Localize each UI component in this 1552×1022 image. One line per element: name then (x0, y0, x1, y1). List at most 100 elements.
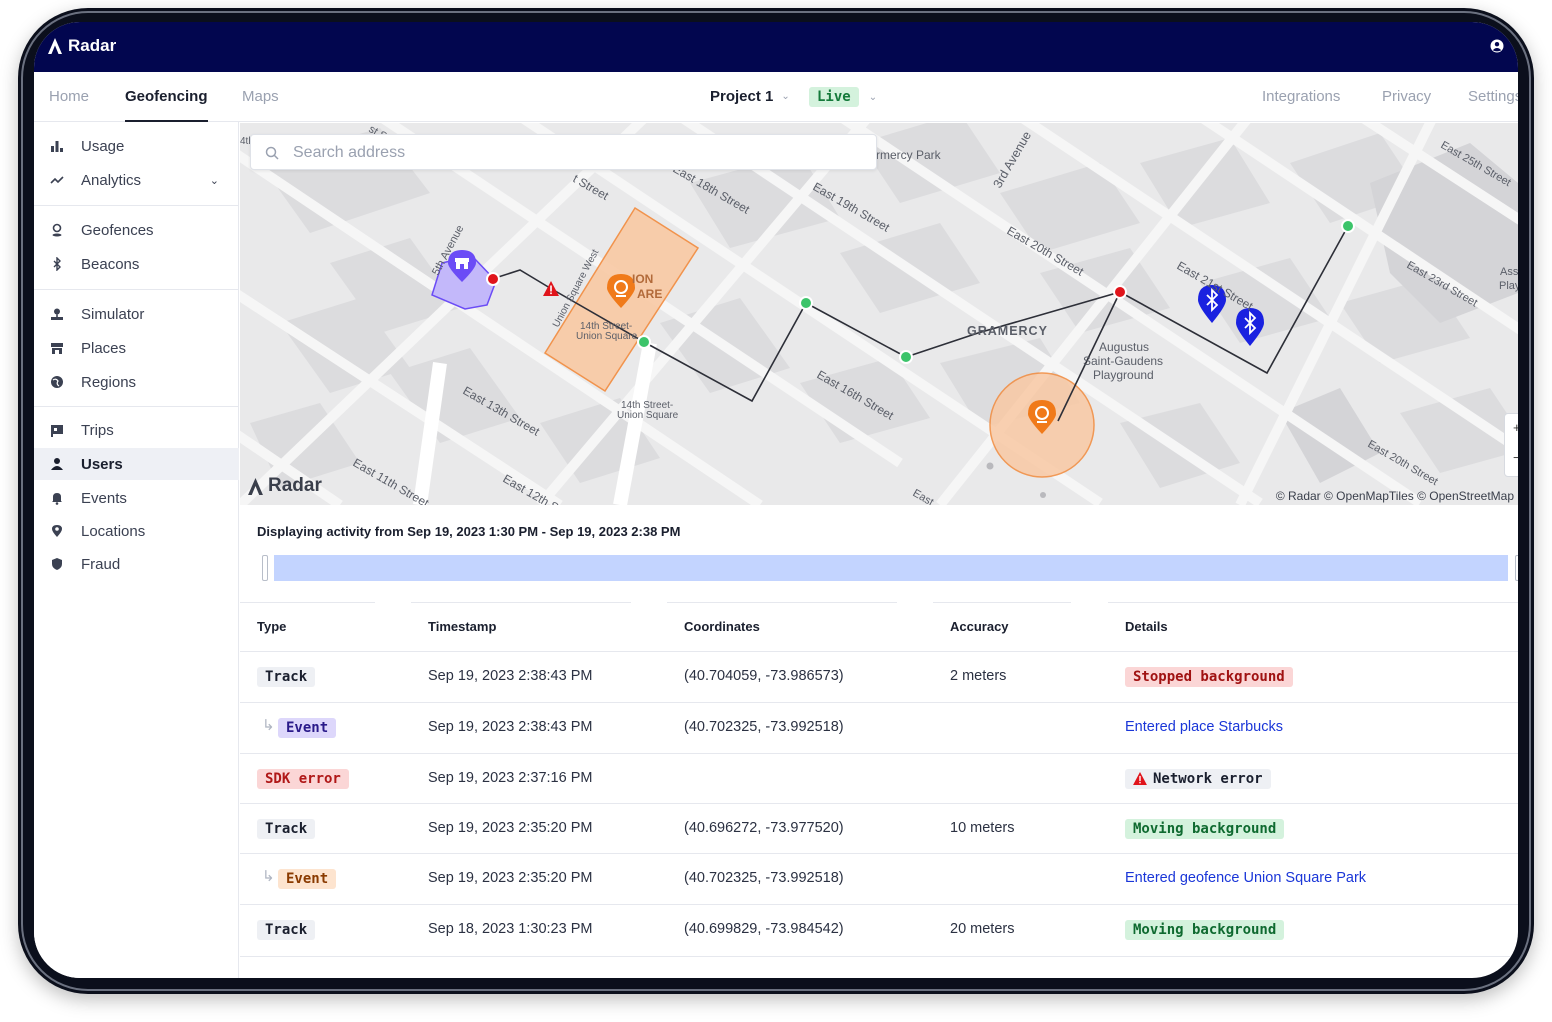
sidebar-item-locations[interactable]: Locations (34, 515, 239, 547)
map-view[interactable]: GRAMERCY Augustus Saint-Gaudens Playgrou… (240, 123, 1518, 505)
status-badge: Moving background (1125, 819, 1285, 839)
map-attribution[interactable]: © Radar © OpenMapTiles © OpenStreetMap (1275, 489, 1514, 503)
table-row[interactable]: SDK error Sep 19, 2023 2:37:16 PM Networ… (240, 753, 1518, 803)
sub-event-arrow-icon: ↳ (262, 717, 275, 734)
sidebar-item-usage[interactable]: Usage (34, 130, 239, 162)
details-link[interactable]: Entered geofence Union Square Park (1125, 870, 1367, 886)
brand-logo[interactable]: Radar (48, 36, 116, 56)
column-header-accuracy[interactable]: Accuracy (950, 619, 1009, 634)
sidebar-item-simulator[interactable]: Simulator (34, 298, 239, 330)
timestamp-cell: Sep 18, 2023 1:30:23 PM (428, 921, 593, 937)
sidebar-item-events[interactable]: Events (34, 482, 239, 514)
globe-icon (51, 376, 63, 388)
sidebar-item-label: Locations (81, 522, 146, 540)
svg-text:Playground: Playground (1093, 368, 1154, 382)
sidebar-item-label: Users (81, 455, 123, 473)
search-address-input[interactable] (293, 141, 863, 165)
range-start-handle[interactable] (262, 555, 268, 581)
tab-settings[interactable]: Settings (1468, 88, 1518, 105)
type-badge: Track (257, 819, 316, 839)
zoom-out-icon[interactable]: − (1513, 450, 1518, 465)
track-point (637, 335, 651, 349)
table-row-partial[interactable] (240, 956, 1518, 978)
accuracy-cell: 10 meters (950, 820, 1015, 836)
type-badge: Event (278, 718, 337, 738)
status-badge: Moving background (1125, 920, 1285, 940)
column-header-type[interactable]: Type (257, 619, 287, 634)
sidebar-item-label: Fraud (81, 555, 121, 573)
details-link[interactable]: Entered place Starbucks (1125, 719, 1283, 735)
column-header-details[interactable]: Details (1125, 619, 1168, 634)
environment-selector[interactable]: Live ⌄ (809, 87, 877, 107)
table-row[interactable]: Track Sep 19, 2023 2:35:20 PM (40.696272… (240, 803, 1518, 853)
app-screen: Radar Home Geofencing Maps Project 1 ⌄ L… (34, 22, 1518, 978)
track-point (799, 296, 813, 310)
radar-logo-icon (48, 38, 62, 54)
tab-geofencing[interactable]: Geofencing (125, 88, 208, 105)
tab-home[interactable]: Home (49, 88, 90, 105)
beacon-pin-icon (1198, 285, 1226, 323)
sidebar-item-fraud[interactable]: Fraud (34, 548, 239, 580)
brand-name: Radar (68, 36, 117, 55)
geofence-icon (52, 223, 62, 237)
project-selector[interactable]: Project 1 ⌄ (710, 88, 790, 105)
table-row[interactable]: Track Sep 19, 2023 2:38:43 PM (40.704059… (240, 651, 1518, 701)
project-name: Project 1 (710, 88, 774, 105)
sidebar-divider (34, 406, 239, 407)
search-icon (265, 146, 279, 160)
column-header-coordinates[interactable]: Coordinates (684, 619, 760, 634)
chevron-down-icon: ⌄ (209, 174, 219, 187)
coordinates-cell: (40.702325, -73.992518) (684, 719, 844, 735)
svg-text:rmercy Park: rmercy Park (876, 148, 942, 162)
activity-range-slider[interactable] (274, 555, 1508, 581)
tab-maps[interactable]: Maps (242, 88, 279, 105)
table-row[interactable]: Track Sep 18, 2023 1:30:23 PM (40.699829… (240, 904, 1518, 954)
table-row[interactable]: ↳ Event Sep 19, 2023 2:35:20 PM (40.7023… (240, 853, 1518, 903)
timestamp-cell: Sep 19, 2023 2:35:20 PM (428, 820, 593, 836)
simulator-icon (51, 308, 63, 320)
sidebar-item-beacons[interactable]: Beacons (34, 248, 239, 280)
sidebar-item-places[interactable]: Places (34, 332, 239, 364)
sidebar-item-label: Analytics (81, 171, 142, 189)
type-badge: SDK error (257, 769, 349, 789)
accuracy-cell: 20 meters (950, 921, 1015, 937)
track-point (899, 350, 913, 364)
timestamp-cell: Sep 19, 2023 2:38:43 PM (428, 719, 593, 735)
svg-text:Union Square: Union Square (576, 331, 638, 342)
activity-range-label: Displaying activity from Sep 19, 2023 1:… (257, 524, 681, 539)
tab-integrations[interactable]: Integrations (1262, 88, 1341, 105)
geofence-pin-icon (607, 274, 635, 308)
sidebar-item-users[interactable]: Users (34, 448, 239, 480)
account-icon[interactable] (1490, 39, 1504, 53)
shield-icon (52, 558, 62, 570)
top-bar: Radar (34, 22, 1518, 72)
svg-text:East: East (911, 487, 936, 505)
column-header-timestamp[interactable]: Timestamp (428, 619, 497, 634)
sidebar-item-geofences[interactable]: Geofences (34, 214, 239, 246)
chevron-down-icon: ⌄ (868, 91, 878, 103)
sidebar-item-label: Geofences (81, 221, 154, 239)
sidebar-item-label: Trips (81, 421, 114, 439)
zoom-in-icon[interactable]: + (1513, 420, 1518, 435)
store-icon (51, 343, 63, 354)
coordinates-cell: (40.696272, -73.977520) (684, 820, 844, 836)
zoom-controls[interactable]: + − (1504, 413, 1518, 477)
table-row[interactable]: ↳ Event Sep 19, 2023 2:38:43 PM (40.7023… (240, 702, 1518, 752)
map-logo-text: Radar (268, 475, 322, 496)
sidebar-item-trips[interactable]: Trips (34, 414, 239, 446)
type-badge: Event (278, 869, 337, 889)
svg-text:ARE: ARE (637, 287, 662, 301)
error-point (1113, 285, 1127, 299)
error-point (486, 272, 500, 286)
range-end-handle[interactable] (1515, 555, 1518, 581)
user-icon (51, 458, 63, 470)
location-pin-icon (52, 525, 62, 537)
status-badge: Stopped background (1125, 667, 1293, 687)
chevron-down-icon: ⌄ (781, 91, 790, 102)
active-tab-indicator (125, 120, 208, 122)
sub-event-arrow-icon: ↳ (262, 868, 275, 885)
map-canvas: GRAMERCY Augustus Saint-Gaudens Playgrou… (240, 123, 1518, 505)
sidebar-item-regions[interactable]: Regions (34, 366, 239, 398)
tab-privacy[interactable]: Privacy (1382, 88, 1432, 105)
sidebar-item-analytics[interactable]: Analytics ⌄ (34, 164, 239, 196)
